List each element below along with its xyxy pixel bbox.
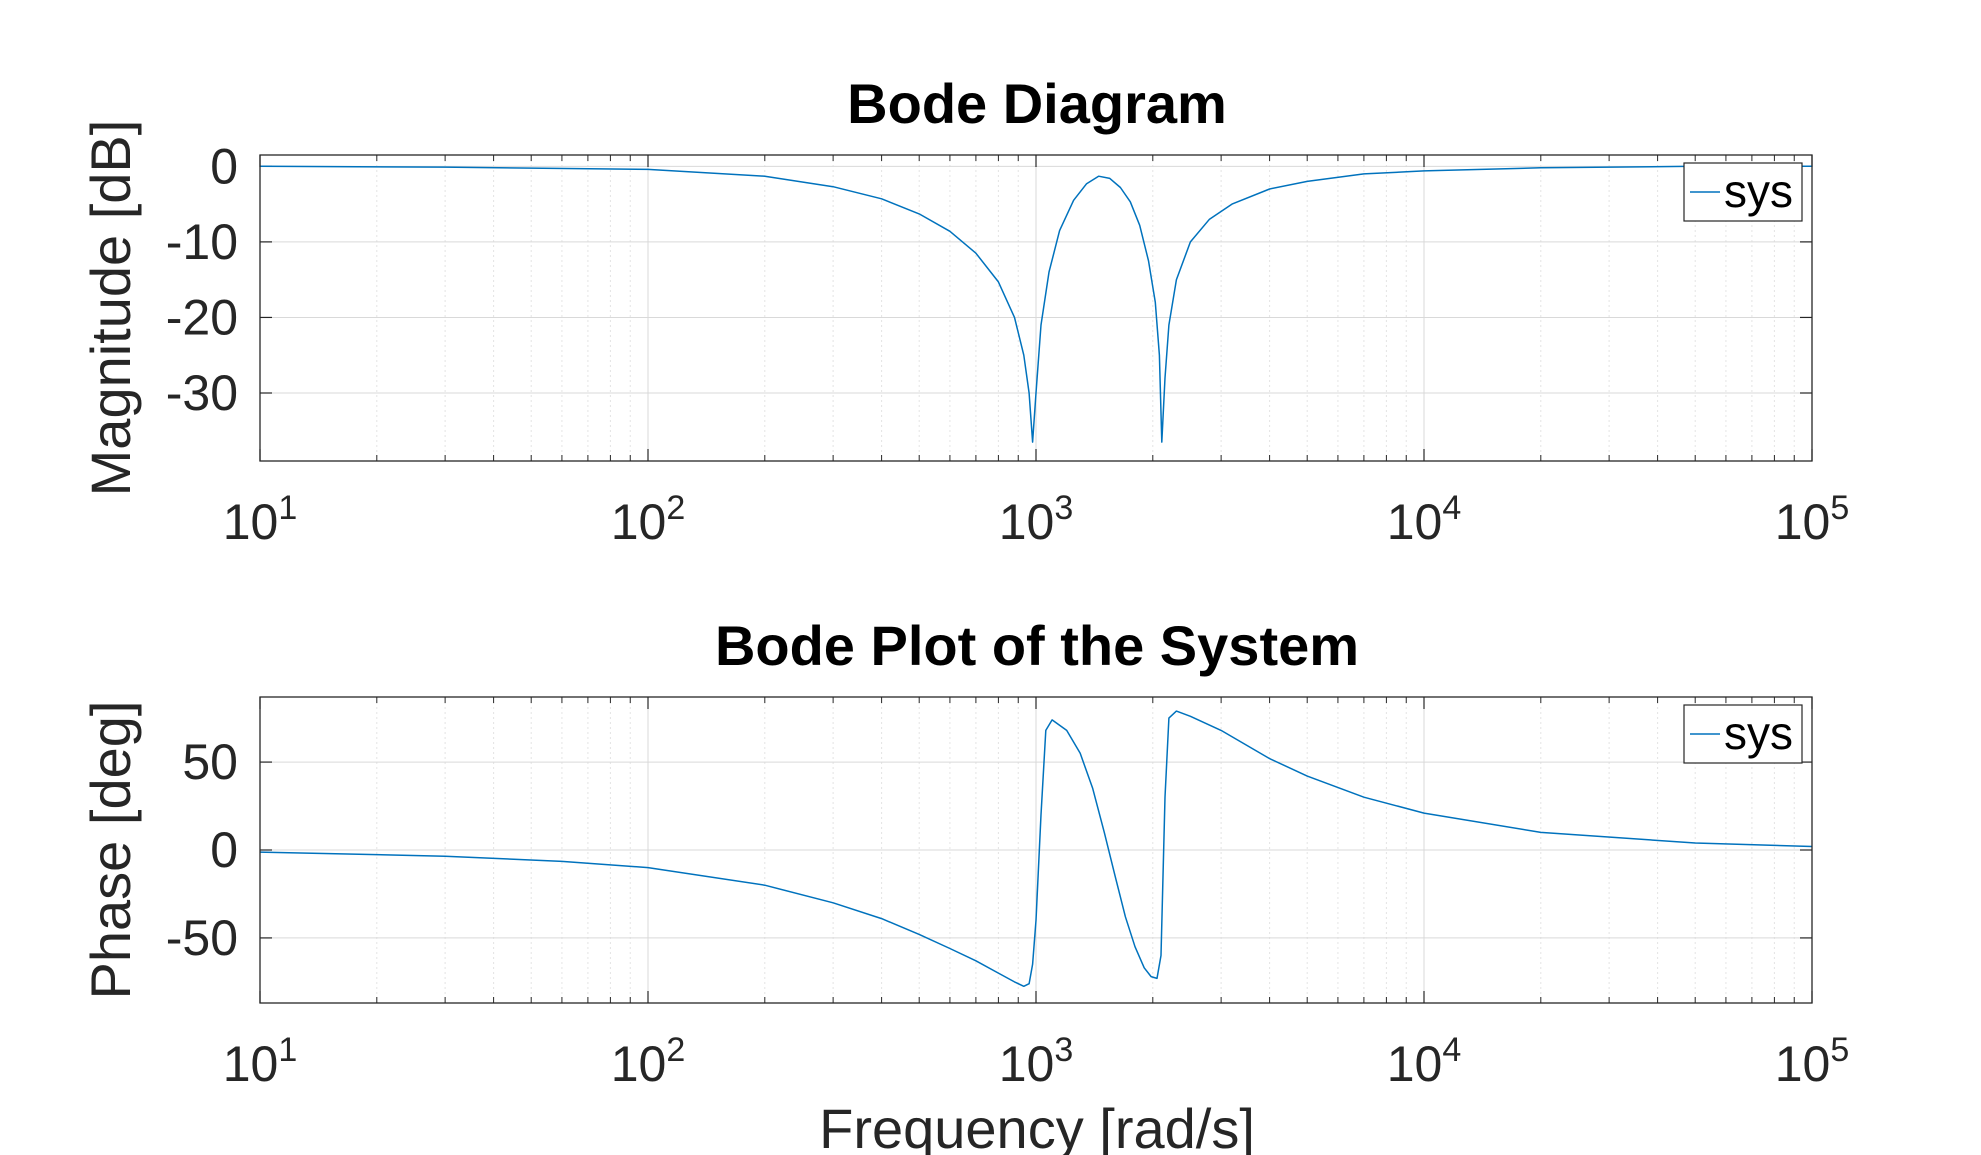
x-tick-label: 103 [999, 489, 1074, 550]
axes-box [259, 696, 1813, 1004]
series-line-sys [259, 710, 1813, 988]
phase-ylabel: Phase [deg] [79, 701, 142, 1000]
x-tick-label: 101 [223, 489, 298, 550]
magnitude-ylabel: Magnitude [dB] [79, 120, 142, 497]
x-tick-label: 105 [1775, 489, 1850, 550]
magnitude-title: Bode Diagram [847, 72, 1227, 135]
legend-label: sys [1724, 707, 1793, 759]
x-tick-label: 104 [1387, 489, 1462, 550]
y-tick-label: -10 [166, 214, 238, 270]
axes-box [259, 154, 1813, 462]
y-tick-label: 0 [210, 822, 238, 878]
phase-axes: 101 102 103 104 105 50 0 -50 sys [166, 696, 1850, 1092]
x-tick-label: 102 [611, 1031, 686, 1092]
magnitude-subplot: Bode Diagram Magnitude [dB] 101 102 103 104… [79, 72, 1849, 550]
phase-xlabel: Frequency [rad/s] [819, 1097, 1255, 1155]
phase-subplot: Bode Plot of the System Phase [deg] Freq… [79, 614, 1849, 1155]
legend: sys [1683, 704, 1803, 764]
magnitude-axes: 101 102 103 104 105 0 -10 -20 -30 sys [166, 138, 1850, 550]
y-tick-label: 0 [210, 138, 238, 194]
y-tick-label: 50 [182, 734, 238, 790]
x-tick-label: 103 [999, 1031, 1074, 1092]
series-line-sys [259, 165, 1812, 443]
y-tick-label: -20 [166, 289, 238, 345]
x-tick-label: 105 [1775, 1031, 1850, 1092]
y-tick-label: -50 [166, 910, 238, 966]
phase-title: Bode Plot of the System [715, 614, 1359, 677]
x-tick-label: 104 [1387, 1031, 1462, 1092]
legend: sys [1683, 162, 1803, 222]
x-tick-label: 101 [223, 1031, 298, 1092]
legend-label: sys [1724, 165, 1793, 217]
y-tick-label: -30 [166, 365, 238, 421]
x-tick-label: 102 [611, 489, 686, 550]
